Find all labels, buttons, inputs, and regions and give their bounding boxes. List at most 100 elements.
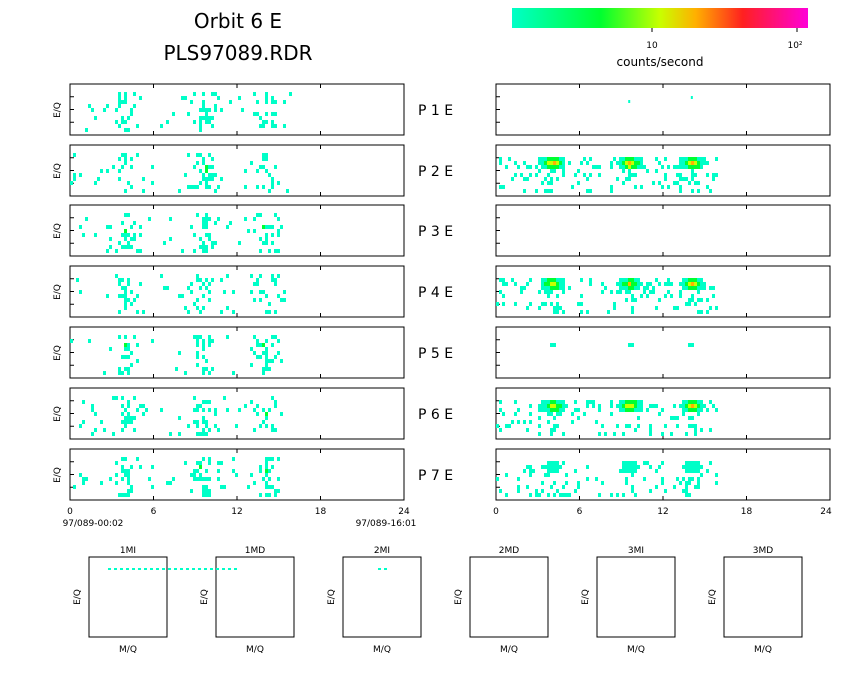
left-cell-p4 <box>202 306 205 310</box>
left-cell-p3 <box>106 249 109 253</box>
left-cell-p1 <box>130 112 133 116</box>
right-cell-p6 <box>610 412 613 416</box>
right-cell-p7 <box>577 481 580 485</box>
left-cell-p2 <box>244 185 247 189</box>
right-cell-p6 <box>562 400 565 404</box>
right-cell-p4 <box>703 286 706 290</box>
left-cell-p3 <box>124 233 127 237</box>
right-cell-p2 <box>616 177 619 181</box>
left-cell-p2 <box>262 185 265 189</box>
left-cell-p1 <box>202 104 205 108</box>
left-cell-p1 <box>115 120 118 124</box>
right-cell-p4 <box>655 278 658 282</box>
right-cell-p7 <box>643 461 646 465</box>
right-cell-p4 <box>559 278 562 282</box>
right-cell-p2 <box>547 181 550 185</box>
left-cell-p6 <box>112 396 115 400</box>
left-cell-p2 <box>94 181 97 185</box>
right-cell-p4 <box>697 298 700 302</box>
left-cell-p7 <box>265 465 268 469</box>
right-cell-p6 <box>595 420 598 424</box>
right-cell-p4 <box>625 290 628 294</box>
right-cell-p4 <box>622 278 625 282</box>
ylabel-p4: E/Q <box>53 284 63 300</box>
left-cell-p5 <box>124 343 127 347</box>
left-cell-p1 <box>160 124 163 128</box>
right-cell-p2 <box>511 177 514 181</box>
left-cell-p7 <box>118 493 121 497</box>
left-cell-p5 <box>127 355 130 359</box>
left-cell-p5 <box>259 355 262 359</box>
left-cell-p7 <box>199 465 202 469</box>
right-cell-p4 <box>691 278 694 282</box>
right-cell-p4 <box>505 282 508 286</box>
left-cell-p1 <box>91 108 94 112</box>
right-cell-p7 <box>553 461 556 465</box>
mass-panel-frame-1mi <box>88 556 168 638</box>
left-cell-p2 <box>271 185 274 189</box>
mass-cell-0 <box>126 568 129 570</box>
right-cell-p4 <box>700 310 703 314</box>
right-cell-p2 <box>634 161 637 165</box>
right-cell-p7 <box>586 477 589 481</box>
left-cell-p6 <box>145 408 148 412</box>
left-cell-p3 <box>244 217 247 221</box>
right-cell-p4 <box>634 278 637 282</box>
left-cell-p6 <box>127 412 130 416</box>
right-cell-p7 <box>541 481 544 485</box>
left-cell-p3 <box>211 241 214 245</box>
right-cell-p2 <box>526 165 529 169</box>
right-cell-p2 <box>514 173 517 177</box>
left-cell-p1 <box>205 108 208 112</box>
left-cell-p7 <box>265 457 268 461</box>
mass-panel-xlabel-3md: M/Q <box>754 645 772 655</box>
left-cell-p2 <box>193 185 196 189</box>
right-cell-p2 <box>562 169 565 173</box>
left-cell-p4 <box>283 298 286 302</box>
left-cell-p5 <box>208 371 211 375</box>
left-cell-p2 <box>127 181 130 185</box>
right-cell-p6 <box>670 432 673 436</box>
right-cell-p6 <box>649 428 652 432</box>
panel-label-p5: P 5 E <box>418 346 453 362</box>
right-cell-p2 <box>556 157 559 161</box>
right-cell-p7 <box>661 481 664 485</box>
left-cell-p3 <box>205 249 208 253</box>
right-cell-p7 <box>532 469 535 473</box>
right-cell-p7 <box>547 473 550 477</box>
left-cell-p5 <box>103 371 106 375</box>
left-cell-p6 <box>91 408 94 412</box>
right-cell-p7 <box>631 473 634 477</box>
left-cell-p5 <box>268 359 271 363</box>
left-cell-p3 <box>256 213 259 217</box>
right-cell-p7 <box>556 461 559 465</box>
left-cell-p7 <box>124 469 127 473</box>
left-cell-p2 <box>130 165 133 169</box>
right-cell-p7 <box>616 493 619 497</box>
right-cell-p6 <box>664 424 667 428</box>
right-cell-p6 <box>619 404 622 408</box>
left-cell-p3 <box>202 245 205 249</box>
right-cell-p6 <box>637 404 640 408</box>
left-cell-p6 <box>94 428 97 432</box>
right-cell-p7 <box>649 465 652 469</box>
left-cell-p4 <box>205 286 208 290</box>
mass-panel-title-1md: 1MD <box>245 546 265 556</box>
right-cell-p4 <box>553 306 556 310</box>
left-cell-p7 <box>250 473 253 477</box>
left-cell-p1 <box>199 128 202 132</box>
right-cell-p4 <box>562 310 565 314</box>
ylabel-p1: E/Q <box>53 102 63 118</box>
left-cell-p1 <box>256 112 259 116</box>
mass-panel-title-3mi: 3MI <box>628 546 644 556</box>
left-cell-p6 <box>202 416 205 420</box>
mass-cell-0 <box>150 568 153 570</box>
right-cell-p6 <box>610 404 613 408</box>
left-cell-p5 <box>265 347 268 351</box>
right-cell-p2 <box>655 157 658 161</box>
mass-panel-1md: 1MD E/Q M/Q <box>200 546 295 655</box>
left-cell-p6 <box>202 400 205 404</box>
right-cell-p4 <box>553 278 556 282</box>
left-cell-p2 <box>199 181 202 185</box>
left-cell-p6 <box>271 396 274 400</box>
